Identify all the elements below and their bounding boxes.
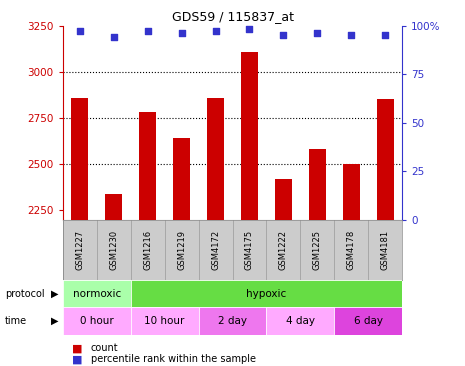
Text: 4 day: 4 day [286,316,315,326]
Text: 2 day: 2 day [218,316,247,326]
Text: GSM1222: GSM1222 [279,230,288,270]
Title: GDS59 / 115837_at: GDS59 / 115837_at [172,10,293,23]
Bar [139,112,156,220]
Point [110,34,117,40]
Text: 0 hour: 0 hour [80,316,113,326]
Text: GSM1219: GSM1219 [177,230,186,270]
Point [178,30,185,36]
Bar [63,280,131,307]
Text: GSM1230: GSM1230 [109,230,118,270]
Bar [207,98,224,220]
Point [246,27,253,33]
Bar [131,280,402,307]
Bar [343,164,360,220]
Bar [377,98,394,220]
Text: GSM4172: GSM4172 [211,230,220,270]
Bar [71,98,88,220]
Text: ▶: ▶ [51,316,59,326]
Text: GSM1216: GSM1216 [143,230,152,270]
Text: ▶: ▶ [51,289,59,299]
Text: GSM1227: GSM1227 [75,230,84,270]
Text: GSM4178: GSM4178 [347,230,356,270]
Text: protocol: protocol [5,289,44,299]
Point [279,32,287,38]
Bar [266,307,334,335]
Text: ■: ■ [72,354,83,365]
Text: time: time [5,316,27,326]
Point [313,30,321,36]
Bar [173,138,190,220]
Text: GSM1225: GSM1225 [313,230,322,270]
Point [347,32,355,38]
Text: 6 day: 6 day [354,316,383,326]
Text: normoxic: normoxic [73,289,121,299]
Bar [241,52,258,220]
Text: GSM4175: GSM4175 [245,230,254,270]
Point [212,29,219,34]
Bar [309,149,326,220]
Text: GSM4181: GSM4181 [381,230,390,270]
Text: hypoxic: hypoxic [246,289,286,299]
Text: 10 hour: 10 hour [145,316,185,326]
Text: percentile rank within the sample: percentile rank within the sample [91,354,256,365]
Bar [275,179,292,220]
Point [76,29,83,34]
Bar [199,307,266,335]
Bar [334,307,402,335]
Text: ■: ■ [72,343,83,354]
Text: count: count [91,343,118,354]
Bar [105,194,122,220]
Point [381,32,389,38]
Bar [131,307,199,335]
Bar [63,307,131,335]
Point [144,29,151,34]
